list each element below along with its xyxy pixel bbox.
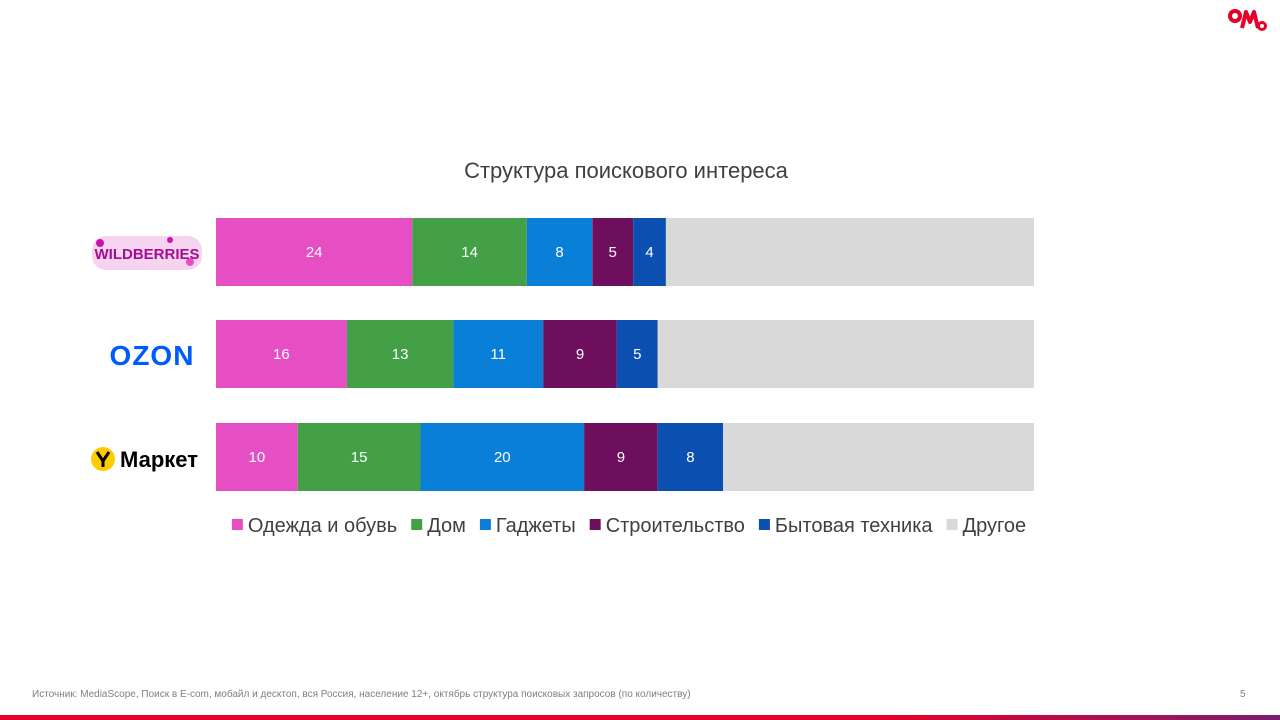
bar-value-label-0-1: 14 xyxy=(461,244,478,261)
legend-swatch-2 xyxy=(479,519,491,530)
legend-label-3: Строительство xyxy=(606,515,745,537)
bar-segment-2-1 xyxy=(297,423,421,491)
wildberries-logo-text: WILDBERRIES xyxy=(95,246,200,263)
bar-value-label-2-1: 15 xyxy=(351,449,368,466)
bar-segment-1-3 xyxy=(543,320,617,388)
ozon-logo-text: OZON xyxy=(110,340,195,371)
wildberries-logo: WILDBERRIES xyxy=(92,236,202,270)
ozon-logo: OZON xyxy=(110,340,195,371)
bar-value-label-1-3: 9 xyxy=(576,346,584,363)
bar-segment-0-4 xyxy=(633,218,666,286)
bar-segment-1-5 xyxy=(657,320,1034,388)
bar-segment-2-0 xyxy=(216,423,298,491)
bar-value-label-2-3: 9 xyxy=(617,449,625,466)
legend-swatch-0 xyxy=(231,519,243,530)
bar-segment-2-4 xyxy=(657,423,724,491)
yandex-market-logo-text: Маркет xyxy=(120,447,198,472)
legend-label-0: Одежда и обувь xyxy=(248,515,397,537)
bar-segment-0-1 xyxy=(412,218,527,286)
legend-label-2: Гаджеты xyxy=(496,515,576,537)
bar-value-label-2-0: 10 xyxy=(249,449,266,466)
source-footnote: Источник: MediaScope, Поиск в E-com, моб… xyxy=(32,689,691,700)
legend-swatch-5 xyxy=(946,519,958,530)
bar-segment-2-5 xyxy=(723,423,1034,491)
legend-label-1: Дом xyxy=(427,515,466,537)
bar-segment-2-2 xyxy=(420,423,585,491)
bar-segment-0-2 xyxy=(526,218,593,286)
page-number: 5 xyxy=(1240,689,1246,700)
bar-value-label-0-4: 4 xyxy=(645,244,653,261)
bar-segment-0-0 xyxy=(216,218,413,286)
legend-label-5: Другое xyxy=(963,515,1027,537)
yandex-market-logo: Маркет xyxy=(91,447,198,472)
chart-title: Структура поискового интереса xyxy=(464,158,789,183)
bar-segment-1-2 xyxy=(453,320,544,388)
bar-value-label-1-0: 16 xyxy=(273,346,290,363)
bar-value-label-1-2: 11 xyxy=(490,346,506,363)
bar-segment-0-3 xyxy=(592,218,634,286)
bar-segment-1-4 xyxy=(616,320,658,388)
bar-value-label-0-0: 24 xyxy=(306,244,323,261)
bar-value-label-0-2: 8 xyxy=(555,244,563,261)
bar-value-label-2-2: 20 xyxy=(494,449,511,466)
bar-value-label-0-3: 5 xyxy=(609,244,617,261)
bar-value-label-1-1: 13 xyxy=(392,346,409,363)
bar-segment-2-3 xyxy=(584,423,658,491)
yandex-market-mark-icon xyxy=(95,451,111,467)
legend-swatch-4 xyxy=(758,519,770,530)
bar-value-label-2-4: 8 xyxy=(686,449,694,466)
legend-swatch-3 xyxy=(589,519,601,530)
bar-segment-1-0 xyxy=(216,320,347,388)
bar-value-label-1-4: 5 xyxy=(633,346,641,363)
bars-group: 24 14 8 5 4 16 13 11 9 5 10 15 20 9 8 xyxy=(216,218,1034,491)
brand-logo xyxy=(1228,9,1267,31)
bar-segment-1-1 xyxy=(346,320,454,388)
legend: Одежда и обувь Дом Гаджеты Строительство Быт… xyxy=(231,515,1027,537)
legend-label-4: Бытовая техника xyxy=(775,515,933,537)
bottom-accent-bar xyxy=(0,715,1280,720)
bar-segment-0-5 xyxy=(665,218,1034,286)
legend-swatch-1 xyxy=(411,519,423,530)
